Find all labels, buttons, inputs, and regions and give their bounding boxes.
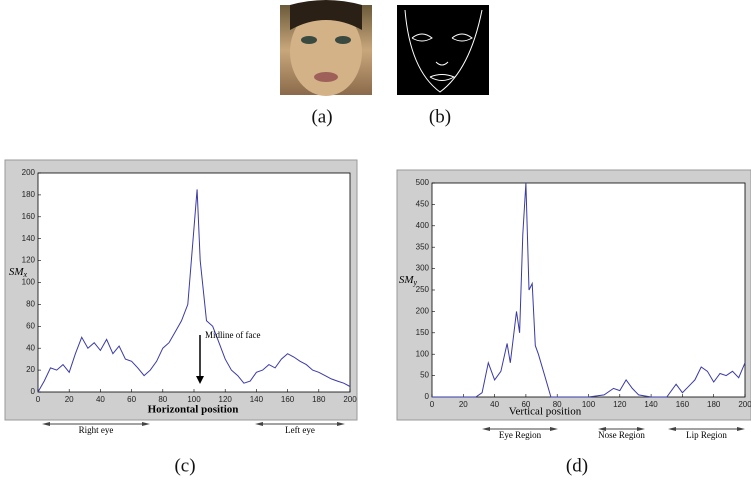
- face-image: [280, 0, 372, 96]
- y-tick-label: 140: [22, 234, 36, 243]
- x-tick-label: 40: [96, 395, 105, 404]
- arrow-head: [196, 376, 204, 384]
- y-tick-label: 180: [22, 190, 36, 199]
- region-label: Right eye: [79, 425, 114, 435]
- y-tick-label: 0: [31, 387, 36, 396]
- region-label: Nose Region: [598, 430, 645, 440]
- x-tick-label: 140: [250, 395, 264, 404]
- y-tick-label: 0: [425, 392, 430, 401]
- y-tick-label: 450: [416, 200, 430, 209]
- x-tick-label: 60: [127, 395, 136, 404]
- x-tick-label: 20: [65, 395, 74, 404]
- y-tick-label: 160: [22, 212, 36, 221]
- y-tick-label: 20: [26, 365, 35, 374]
- caption: (a): [311, 106, 332, 127]
- x-tick-label: 160: [281, 395, 295, 404]
- y-tick-label: 120: [22, 256, 36, 265]
- plot-area: [431, 182, 746, 398]
- region-label: Left eye: [285, 425, 315, 435]
- x-tick-label: 180: [707, 400, 721, 409]
- y-tick-label: 60: [26, 321, 35, 330]
- x-tick-label: 80: [553, 400, 562, 409]
- y-tick-label: 50: [420, 371, 429, 380]
- y-tick-label: 300: [416, 264, 430, 273]
- x-tick-label: 200: [738, 400, 751, 409]
- region-label: Lip Region: [686, 430, 727, 440]
- x-tick-label: 160: [676, 400, 690, 409]
- data-line: [432, 182, 746, 398]
- plot-area: [37, 172, 351, 393]
- y-tick-label: 100: [416, 349, 430, 358]
- y-tick-label: 150: [416, 328, 430, 337]
- y-axis-label-main: SM: [399, 274, 415, 286]
- x-tick-label: 120: [613, 400, 627, 409]
- x-tick-label: 0: [430, 400, 435, 409]
- y-axis-label-sub: y: [413, 278, 418, 287]
- x-tick-label: 80: [158, 395, 167, 404]
- caption: (d): [566, 455, 588, 476]
- y-tick-label: 200: [416, 307, 430, 316]
- caption: (b): [429, 106, 451, 127]
- x-tick-label: 200: [343, 395, 357, 404]
- edge-image: [397, 5, 489, 95]
- y-axis-label-sub: x: [23, 270, 28, 279]
- y-tick-label: 80: [26, 300, 35, 309]
- arrow-head: [482, 427, 558, 431]
- y-tick-label: 500: [416, 178, 430, 187]
- x-tick-label: 180: [312, 395, 326, 404]
- data-line: [37, 189, 351, 393]
- annotation: Midline of face: [205, 330, 260, 340]
- y-axis-label: SMx: [9, 266, 28, 279]
- y-tick-label: 400: [416, 221, 430, 230]
- x-tick-label: 20: [459, 400, 468, 409]
- x-tick-label: 120: [219, 395, 233, 404]
- caption: (c): [174, 455, 195, 476]
- x-tick-label: 0: [36, 395, 41, 404]
- y-tick-label: 350: [416, 242, 430, 251]
- x-axis-label: Vertical position: [509, 406, 582, 418]
- region-label: Eye Region: [499, 430, 542, 440]
- y-tick-label: 250: [416, 285, 430, 294]
- x-tick-label: 100: [187, 395, 201, 404]
- y-axis-label-main: SM: [9, 266, 25, 278]
- x-tick-label: 100: [582, 400, 596, 409]
- y-axis-label: SMy: [399, 274, 418, 287]
- x-axis-label: Horizontal position: [148, 404, 239, 416]
- y-tick-label: 40: [26, 343, 35, 352]
- y-tick-label: 100: [22, 278, 36, 287]
- x-tick-label: 40: [490, 400, 499, 409]
- y-tick-label: 200: [22, 168, 36, 177]
- arrow-head: [668, 427, 745, 431]
- x-tick-label: 60: [521, 400, 530, 409]
- x-tick-label: 140: [644, 400, 658, 409]
